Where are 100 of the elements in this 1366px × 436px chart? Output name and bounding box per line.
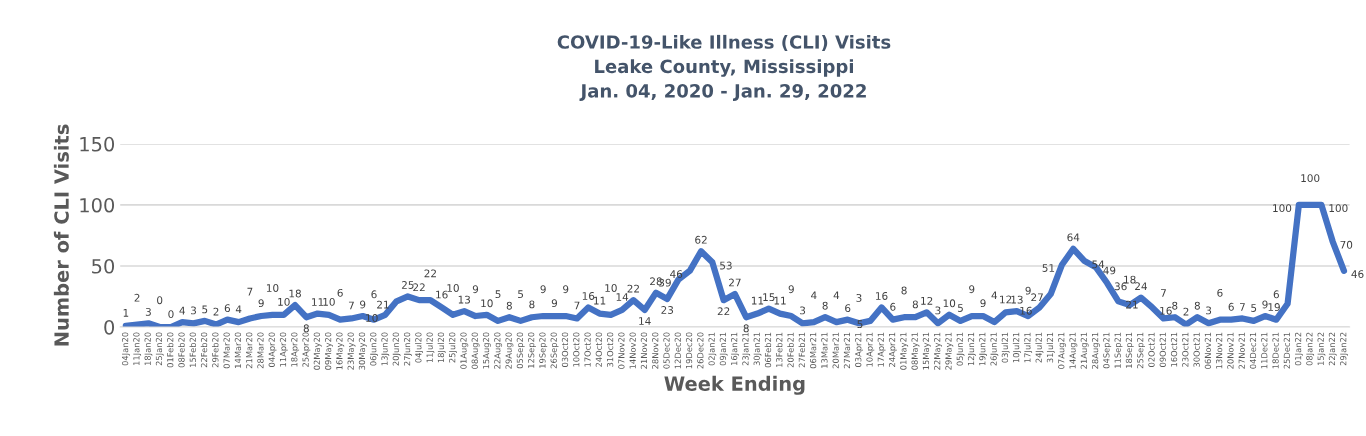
data-label: 9	[969, 285, 975, 294]
x-tick-label: 04Sep21	[1103, 332, 1112, 369]
x-tick-label: 25Sep21	[1137, 332, 1145, 369]
x-tick-label: 04Dec21	[1249, 332, 1257, 369]
x-tick-label: 10Oct20	[573, 332, 580, 367]
x-tick-label: 04Jan20	[121, 332, 130, 366]
x-tick-label: 08Jan22	[1306, 332, 1315, 366]
data-label: 10	[323, 297, 335, 306]
data-label: 13	[458, 295, 471, 304]
x-tick-label: 01Jan22	[1294, 332, 1303, 366]
x-tick-label: 04Jul20	[415, 332, 424, 363]
x-tick-label: 19Sep20	[539, 332, 548, 368]
data-label: 3	[856, 294, 862, 302]
data-label: 0	[157, 296, 163, 305]
data-label: 100	[1273, 204, 1292, 213]
x-tick-label: 26Sep20	[550, 332, 559, 369]
data-label: 8	[506, 301, 512, 310]
data-label: 9	[788, 285, 794, 294]
data-label: 4	[179, 306, 185, 315]
x-tick-label: 18Apr20	[291, 332, 300, 367]
data-label: 8	[529, 300, 535, 309]
x-tick-label: 24Apr21	[888, 332, 897, 367]
x-tick-label: 31Oct20	[606, 332, 614, 367]
data-label: 100	[1301, 174, 1320, 183]
data-label: 8	[912, 300, 918, 309]
x-tick-label: 19Dec20	[685, 332, 693, 369]
data-label: 18	[1124, 275, 1136, 284]
data-label: 0	[168, 310, 174, 319]
x-tick-label: 14Mar20	[234, 332, 242, 368]
data-label: 10	[481, 299, 493, 308]
data-label: 46	[670, 270, 683, 279]
x-tick-label: 26Dec20	[697, 332, 704, 369]
x-tick-label: 29Jan22	[1340, 332, 1348, 366]
data-label: 3	[800, 306, 806, 315]
data-label: 27	[1031, 293, 1043, 302]
x-tick-label: 08Aug20	[471, 332, 480, 369]
data-label: 2	[213, 307, 219, 316]
x-tick-label: 08Feb20	[178, 332, 185, 368]
x-tick-label: 05Jun21	[956, 332, 965, 366]
x-tick-label: 13Nov21	[1216, 332, 1223, 369]
data-label: 3	[145, 307, 151, 316]
data-label: 15	[763, 293, 775, 302]
x-tick-label: 18Sep21	[1125, 332, 1134, 368]
x-tick-label: 08May21	[911, 332, 920, 370]
x-tick-label: 11Sep21	[1114, 332, 1123, 368]
x-tick-label: 15May21	[922, 332, 931, 370]
data-label: 10	[278, 297, 290, 306]
x-tick-label: 15Aug20	[482, 332, 491, 369]
x-tick-label: 28Nov20	[652, 332, 659, 369]
data-label: 5	[495, 290, 501, 299]
x-tick-label: 27Mar21	[843, 332, 851, 369]
data-label: 9	[472, 285, 479, 294]
x-tick-label: 10Jul21	[1012, 332, 1021, 363]
x-tick-label: 28Mar20	[257, 332, 264, 369]
data-label: 3	[1206, 306, 1212, 315]
x-tick-label: 27Jun20	[403, 332, 412, 366]
x-tick-label: 13Jun20	[381, 332, 390, 366]
x-tick-label: 06Nov21	[1204, 332, 1212, 369]
x-tick-label: 03Apr21	[855, 332, 864, 367]
x-tick-label: 09May20	[324, 332, 333, 370]
data-label: 22	[413, 283, 425, 292]
x-tick-label: 20Feb21	[787, 332, 794, 368]
data-label: 9	[551, 299, 558, 308]
x-tick-label: 29May21	[945, 332, 954, 370]
data-label: 22	[717, 307, 730, 315]
data-label: 12	[1000, 295, 1012, 304]
data-label: 23	[661, 306, 674, 314]
data-label: 4	[833, 291, 840, 300]
data-label: 18	[289, 289, 301, 298]
x-tick-label: 27Nov21	[1238, 332, 1245, 369]
x-tick-label: 02Jan21	[708, 332, 717, 366]
data-label: 2	[134, 293, 140, 302]
x-tick-label: 21Mar20	[246, 332, 253, 369]
x-tick-label: 30May20	[358, 332, 367, 370]
x-tick-label: 13Feb21	[775, 332, 783, 367]
x-tick-label: 18Dec21	[1272, 332, 1279, 369]
x-tick-label: 16Oct21	[1170, 332, 1178, 367]
x-tick-label: 17Apr21	[877, 332, 886, 367]
data-label: 8	[1172, 301, 1178, 310]
data-label: 62	[695, 235, 707, 244]
data-label: 5	[202, 305, 208, 314]
y-tick-label: 100	[80, 197, 115, 213]
data-label: 6	[1228, 302, 1234, 311]
x-tick-label: 21Aug21	[1080, 332, 1089, 369]
data-label: 14	[616, 293, 629, 301]
x-tick-label: 07Nov20	[618, 332, 625, 369]
x-tick-label: 24Oct20	[595, 332, 602, 367]
x-tick-label: 13Mar21	[821, 332, 828, 368]
data-label: 8	[1194, 301, 1200, 310]
data-label: 11	[312, 298, 324, 306]
x-tick-label: 20Jun20	[392, 332, 401, 366]
x-tick-label: 30Jan21	[753, 332, 762, 366]
data-label: 10	[366, 314, 378, 322]
x-tick-label: 22Aug20	[494, 332, 503, 369]
y-tick-label: 50	[92, 258, 115, 274]
x-tick-label: 01Feb20	[166, 332, 174, 368]
data-label: 1	[123, 309, 129, 317]
data-label: 13	[1011, 295, 1023, 304]
data-label: 5	[518, 290, 524, 299]
x-tick-label: 31Jul21	[1046, 332, 1055, 363]
